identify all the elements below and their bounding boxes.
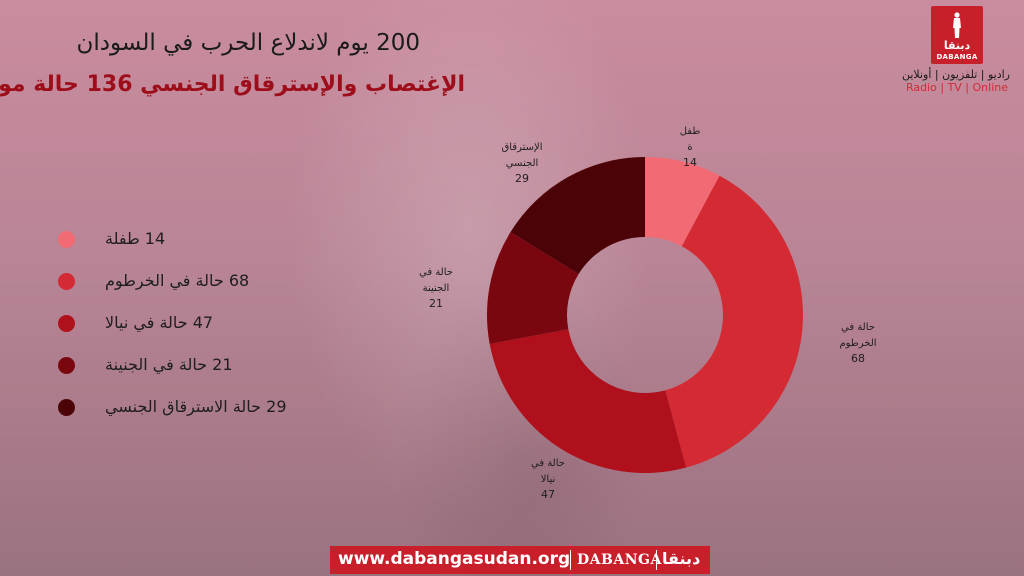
- legend-item: 29 حالة الاسترقاق الجنسي: [58, 396, 338, 420]
- slice-category-label: طفل: [680, 126, 701, 137]
- legend-label: 21 حالة في الجنينة: [105, 355, 233, 374]
- legend-label: 14 طفلة: [105, 229, 166, 248]
- legend-item: 68 حالة في الخرطوم: [58, 270, 338, 294]
- slice-category-label: الخرطوم: [839, 338, 876, 349]
- slice-value-label: 14: [683, 156, 697, 169]
- legend-label: 68 حالة في الخرطوم: [105, 271, 250, 290]
- slice-label: الإسترقاق الجنسي 29: [502, 142, 543, 185]
- legend-label: 47 حالة في نيالا: [105, 313, 214, 332]
- donut-slice: [510, 157, 645, 275]
- legend-item: 14 طفلة: [58, 228, 338, 252]
- donut-slice: [645, 157, 720, 247]
- footer-brand-arabic: دبنقا: [662, 549, 701, 568]
- footer-divider: [656, 550, 657, 570]
- slice-category-label: الجنسي: [506, 158, 539, 169]
- slice-category-label: الإسترقاق: [502, 142, 543, 153]
- slice-category-label: نيالا: [541, 474, 556, 485]
- slice-label: طفل ة 14: [680, 126, 701, 169]
- legend-label: 29 حالة الاسترقاق الجنسي: [105, 397, 287, 416]
- dabanga-logo[interactable]: دبنقا DABANGA: [931, 6, 983, 64]
- slice-category-label: حالة في: [841, 322, 875, 333]
- slice-label: حالة في الجنينة 21: [419, 267, 453, 310]
- donut-slice: [489, 329, 687, 474]
- legend-item: 21 حالة في الجنينة: [58, 354, 338, 378]
- website-link[interactable]: www.dabangasudan.org: [338, 549, 571, 569]
- legend-swatch: [58, 399, 75, 416]
- slice-category-label: الجنينة: [423, 283, 450, 294]
- page-subtitle: الإغتصاب والإسترقاق الجنسي 136 حالة موثّ…: [0, 72, 465, 97]
- donut-slice: [487, 232, 579, 344]
- slice-label: حالة في نيالا 47: [531, 458, 565, 501]
- tagline-arabic: راديو | تلفزيون | أونلاين: [902, 68, 1010, 81]
- slice-value-label: 21: [429, 297, 443, 310]
- legend-swatch: [58, 357, 75, 374]
- slice-category-label: حالة في: [531, 458, 565, 469]
- tagline-english: Radio | TV | Online: [905, 81, 1008, 94]
- logo-arabic-text: دبنقا: [943, 39, 971, 52]
- donut-slice: [665, 175, 804, 468]
- legend-swatch: [58, 315, 75, 332]
- footer-bar[interactable]: www.dabangasudan.org DABANGA دبنقا: [330, 546, 710, 574]
- slice-label: حالة في الخرطوم 68: [839, 322, 876, 365]
- legend-item: 47 حالة في نيالا: [58, 312, 338, 336]
- page-title: 200 يوم لاندلاع الحرب في السودان: [76, 30, 421, 56]
- slice-value-label: 68: [851, 352, 865, 365]
- person-icon: [953, 12, 961, 38]
- slice-category-label: حالة في: [419, 267, 453, 278]
- footer-divider: [570, 550, 571, 570]
- footer-brand-english: DABANGA: [577, 552, 662, 568]
- slice-value-label: 29: [515, 172, 529, 185]
- slice-category-label: ة: [687, 142, 692, 153]
- legend-swatch: [58, 273, 75, 290]
- logo-english-text: DABANGA: [936, 53, 978, 61]
- slice-value-label: 47: [541, 488, 555, 501]
- legend-swatch: [58, 231, 75, 248]
